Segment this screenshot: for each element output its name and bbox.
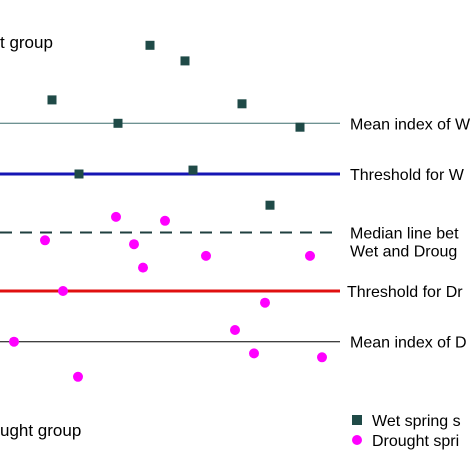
data-points [9, 40, 327, 382]
mean-wet-label: Mean index of W [350, 116, 471, 133]
reference-lines [0, 122, 340, 343]
legend-label-2: Drought spri [372, 433, 459, 450]
drought-point-7 [138, 262, 148, 273]
median-label-line2: Wet and Droug [350, 244, 457, 261]
wet-point-6 [295, 122, 305, 132]
threshold-wet-label: Threshold for W [350, 167, 465, 184]
drought-point-3 [40, 235, 50, 246]
drought-point-11 [9, 336, 19, 347]
threshold-dry-label: Threshold for Dr [347, 284, 463, 301]
wet-point-8 [74, 169, 84, 179]
drought-point-10 [230, 325, 240, 335]
drought-point-12 [249, 348, 259, 359]
mean-dry-label: Mean index of D [350, 335, 467, 352]
wet-point-4 [237, 99, 247, 109]
legend-square-icon [352, 415, 362, 425]
reference-line-labels: Mean index of W Threshold for W Median lin… [347, 116, 471, 351]
legend: Wet spring s Drought spri [352, 413, 461, 450]
drought-point-14 [73, 371, 83, 382]
wet-point-5 [113, 118, 123, 128]
wet-point-7 [188, 165, 198, 175]
drought-point-1 [111, 211, 121, 222]
top-group-label: t group [0, 33, 53, 52]
wet-point-9 [265, 200, 275, 210]
median-label: Median line bet [350, 226, 459, 243]
drought-point-6 [305, 250, 315, 261]
legend-label-1: Wet spring s [372, 413, 461, 430]
drought-point-5 [201, 250, 211, 261]
drought-point-8 [58, 286, 68, 296]
drought-point-2 [160, 215, 170, 226]
wet-point-1 [145, 40, 155, 50]
legend-circle-icon [352, 435, 362, 445]
wet-point-3 [47, 95, 57, 105]
drought-point-9 [260, 297, 270, 308]
drought-point-4 [129, 239, 139, 250]
drought-point-13 [317, 352, 327, 363]
bottom-group-label: ught group [0, 421, 81, 440]
wet-point-2 [180, 56, 190, 66]
